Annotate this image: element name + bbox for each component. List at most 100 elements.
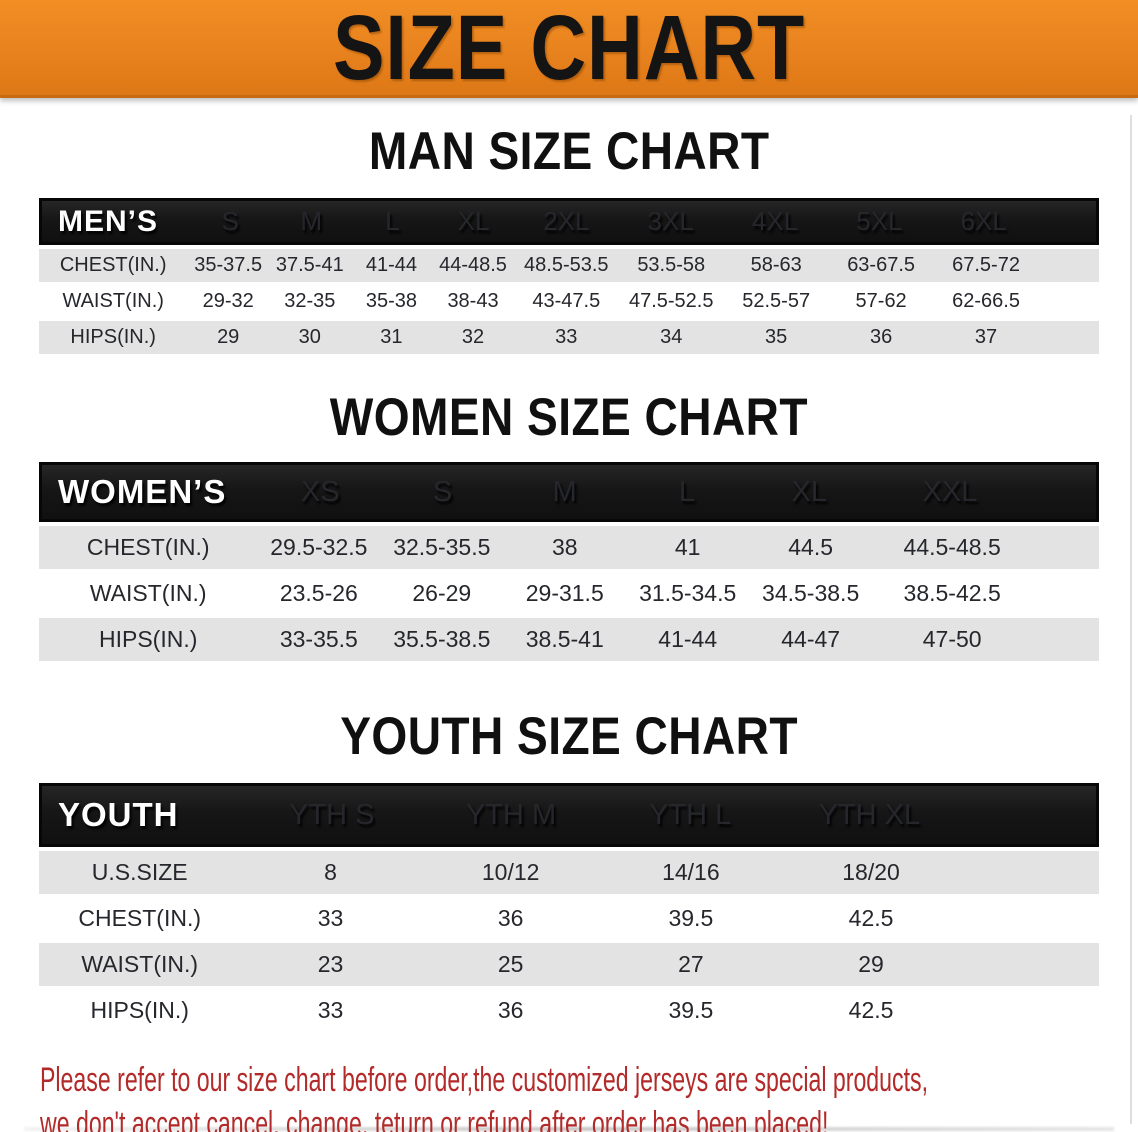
women-size-chart-heading: WOMEN SIZE CHART — [0, 390, 1138, 446]
size-value-cell: 32.5-35.5 — [393, 534, 491, 560]
size-value-cell: 53.5-58 — [637, 254, 706, 276]
size-value-cell: 47-50 — [922, 626, 982, 652]
women-group-label: WOMEN’S — [58, 473, 227, 510]
size-value-cell: 36 — [497, 905, 524, 931]
men-col-s: S — [221, 206, 239, 236]
size-value-cell: 33 — [317, 905, 344, 931]
youth-group-label: YOUTH — [58, 796, 179, 833]
youth-col-yth-xl: YTH XL — [818, 798, 921, 831]
size-value-cell: 35-38 — [365, 290, 417, 312]
size-value-cell: 38.5-42.5 — [903, 580, 1001, 606]
size-value-cell: 18/20 — [842, 859, 900, 885]
youth-ussize-row: U.S.SIZE 8 10/12 14/16 18/20 — [39, 851, 1099, 894]
size-value-cell: 38.5-41 — [525, 626, 604, 652]
men-hips-row: HIPS(IN.) 29 30 31 32 33 34 35 36 37 — [39, 321, 1099, 354]
women-size-table: WOMEN’S XS S M L XL XXL CHEST(IN.) 29.5-… — [39, 462, 1099, 661]
size-value-cell: 38 — [551, 534, 578, 560]
youth-size-chart-heading: YOUTH SIZE CHART — [0, 709, 1138, 765]
size-value-cell: 41-44 — [658, 626, 718, 652]
size-value-cell: 29 — [858, 951, 884, 977]
size-value-cell: 32 — [461, 326, 485, 348]
size-value-cell: 25 — [497, 951, 524, 977]
size-value-cell: 41-44 — [365, 254, 417, 276]
men-chest-row: CHEST(IN.) 35-37.5 37.5-41 41-44 44-48.5… — [39, 249, 1099, 282]
order-policy-line-2: we don't accept cancel, change, teturn o… — [40, 1102, 1138, 1132]
men-col-6xl: 6XL — [960, 206, 1007, 236]
size-value-cell: 23 — [317, 951, 344, 977]
size-value-cell: 29-31.5 — [525, 580, 604, 606]
size-value-cell: 32-35 — [284, 290, 336, 312]
youth-size-chart-section: YOUTH SIZE CHART YOUTH YTH S YTH M YTH L… — [0, 709, 1138, 1032]
size-value-cell: 23.5-26 — [279, 580, 358, 606]
women-col-xl: XL — [791, 475, 827, 508]
banner-title: SIZE CHART — [332, 0, 806, 99]
youth-col-yth-m: YTH M — [465, 798, 557, 831]
men-col-l: L — [385, 206, 400, 236]
size-value-cell: 34 — [660, 326, 683, 348]
row-label: WAIST(IN.) — [62, 290, 164, 312]
men-col-3xl: 3XL — [647, 206, 694, 236]
size-value-cell: 44-47 — [781, 626, 841, 652]
size-value-cell: 35-37.5 — [194, 254, 263, 276]
women-heading-text: WOMEN SIZE CHART — [329, 388, 809, 447]
youth-waist-row: WAIST(IN.) 23 25 27 29 — [39, 943, 1099, 986]
size-value-cell: 37 — [974, 326, 998, 348]
size-value-cell: 29.5-32.5 — [270, 534, 368, 560]
youth-chest-row: CHEST(IN.) 33 36 39.5 42.5 — [39, 897, 1099, 940]
men-group-label: MEN’S — [58, 204, 159, 238]
size-value-cell: 34.5-38.5 — [762, 580, 860, 606]
order-policy-text-2: we don't accept cancel, change, teturn o… — [40, 1105, 829, 1132]
youth-hips-row: HIPS(IN.) 33 36 39.5 42.5 — [39, 989, 1099, 1032]
size-value-cell: 48.5-53.5 — [524, 254, 609, 276]
size-value-cell: 14/16 — [662, 859, 720, 885]
women-col-m: M — [552, 475, 577, 508]
men-size-chart-heading: MAN SIZE CHART — [0, 124, 1138, 180]
row-label: HIPS(IN.) — [98, 626, 198, 652]
order-policy-line-1: Please refer to our size chart before or… — [40, 1058, 1138, 1102]
women-table-header-row: WOMEN’S XS S M L XL XXL — [39, 462, 1099, 522]
size-value-cell: 33 — [317, 997, 344, 1023]
row-label: WAIST(IN.) — [89, 580, 207, 606]
women-waist-row: WAIST(IN.) 23.5-26 26-29 29-31.5 31.5-34… — [39, 572, 1099, 615]
men-size-chart-section: MAN SIZE CHART MEN’S S M L XL 2XL 3XL 4X… — [0, 124, 1138, 354]
size-value-cell: 44-48.5 — [439, 254, 507, 276]
women-col-xxl: XXL — [922, 475, 978, 508]
size-value-cell: 33-35.5 — [279, 626, 358, 652]
men-heading-text: MAN SIZE CHART — [368, 122, 770, 181]
size-value-cell: 42.5 — [848, 997, 894, 1023]
size-value-cell: 63-67.5 — [847, 254, 916, 276]
women-size-chart-section: WOMEN SIZE CHART WOMEN’S XS S M L XL XXL… — [0, 390, 1138, 661]
size-value-cell: 33 — [555, 326, 578, 348]
size-value-cell: 36 — [497, 997, 524, 1023]
size-value-cell: 29 — [217, 326, 240, 348]
size-value-cell: 38-43 — [447, 290, 499, 312]
size-value-cell: 39.5 — [668, 905, 714, 931]
row-label: WAIST(IN.) — [81, 951, 199, 977]
size-value-cell: 35 — [765, 326, 788, 348]
size-value-cell: 31.5-34.5 — [639, 580, 737, 606]
size-value-cell: 26-29 — [412, 580, 472, 606]
row-label: HIPS(IN.) — [90, 997, 189, 1023]
size-value-cell: 44.5-48.5 — [903, 534, 1001, 560]
men-col-xl: XL — [457, 206, 490, 236]
women-col-xs: XS — [300, 475, 340, 508]
size-value-cell: 52.5-57 — [742, 290, 811, 312]
size-value-cell: 62-66.5 — [952, 290, 1020, 312]
women-chest-row: CHEST(IN.) 29.5-32.5 32.5-35.5 38 41 44.… — [39, 526, 1099, 569]
row-label: CHEST(IN.) — [78, 905, 202, 931]
size-value-cell: 47.5-52.5 — [628, 290, 714, 312]
row-label: HIPS(IN.) — [70, 326, 156, 348]
size-value-cell: 39.5 — [668, 997, 714, 1023]
row-label: U.S.SIZE — [91, 859, 188, 885]
women-col-s: S — [432, 475, 453, 508]
row-label: CHEST(IN.) — [86, 534, 210, 560]
women-hips-row: HIPS(IN.) 33-35.5 35.5-38.5 38.5-41 41-4… — [39, 618, 1099, 661]
men-col-m: M — [300, 206, 323, 236]
youth-col-yth-l: YTH L — [649, 798, 732, 831]
men-col-5xl: 5XL — [856, 206, 903, 236]
row-label: CHEST(IN.) — [59, 254, 167, 276]
banner: SIZE CHART — [0, 0, 1138, 98]
youth-table-header-row: YOUTH YTH S YTH M YTH L YTH XL — [39, 783, 1099, 847]
size-value-cell: 10/12 — [481, 859, 540, 885]
